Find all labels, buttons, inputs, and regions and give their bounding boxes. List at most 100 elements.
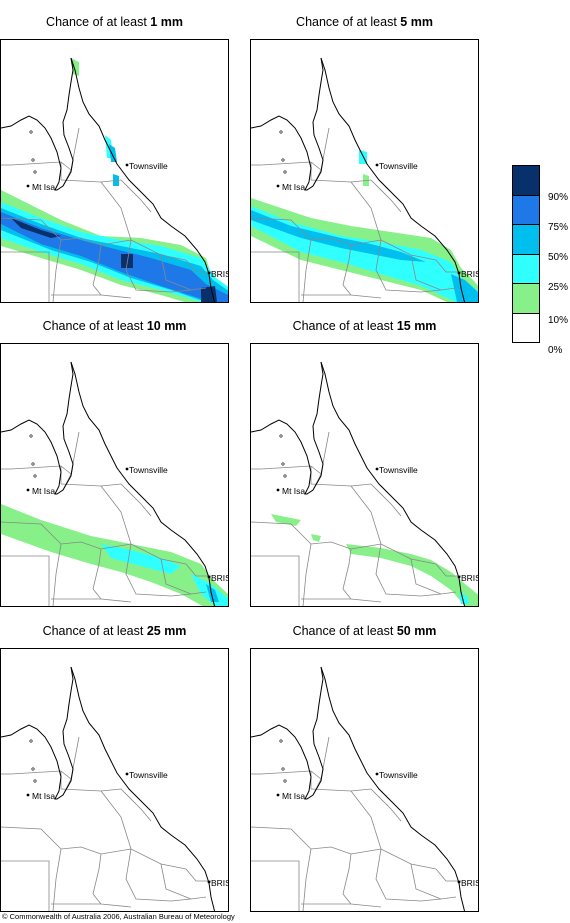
- island: [283, 170, 287, 174]
- mt_isa-marker: [26, 184, 30, 188]
- legend-swatch-50: [512, 224, 540, 255]
- probability-area: [101, 544, 181, 574]
- district-boundary: [302, 848, 312, 911]
- map-10mm: Townsville Mt Isa BRIS: [0, 343, 229, 607]
- district-boundary: [92, 588, 132, 603]
- probability-area: [109, 144, 117, 162]
- coastline: [1, 666, 74, 800]
- brisbane-label: BRIS: [211, 269, 229, 279]
- coastline: [320, 361, 466, 606]
- probability-area: [11, 218, 61, 238]
- panel-title: Chance of at least 50 mm: [292, 624, 437, 638]
- probability-area: [251, 210, 426, 262]
- district-boundary: [62, 431, 80, 491]
- island: [279, 434, 283, 438]
- district-boundary: [312, 127, 330, 187]
- district-boundary: [100, 790, 132, 850]
- district-boundary: [251, 860, 300, 911]
- panel-title: Chance of at least 5 mm: [296, 15, 433, 29]
- map-canvas: Townsville Mt Isa BRIS: [251, 666, 478, 911]
- district-boundary: [312, 736, 330, 796]
- townsville-marker: [125, 467, 129, 471]
- district-boundary: [350, 485, 382, 545]
- map-15mm: Townsville Mt Isa BRIS: [250, 343, 479, 607]
- district-boundary: [251, 521, 437, 565]
- map-50mm: Townsville Mt Isa BRIS: [250, 648, 479, 912]
- island: [33, 779, 37, 783]
- district-boundary: [302, 239, 312, 302]
- townsville-marker: [375, 772, 379, 776]
- district-boundary: [60, 179, 152, 213]
- mt_isa-label: Mt Isa: [282, 791, 305, 801]
- legend-swatch-75: [512, 194, 540, 225]
- probability-area: [451, 274, 478, 302]
- mt_isa-marker: [26, 793, 30, 797]
- district-boundary: [251, 251, 300, 302]
- island: [31, 158, 35, 162]
- probability-area: [311, 534, 321, 542]
- brisbane-label: BRIS: [461, 269, 479, 279]
- district-boundary: [1, 251, 50, 302]
- district-boundary: [310, 179, 402, 213]
- probability-area: [346, 544, 478, 606]
- townsville-marker: [375, 467, 379, 471]
- district-boundary: [10, 770, 72, 780]
- townsville-label: Townsville: [129, 161, 168, 171]
- coastline: [251, 57, 324, 191]
- district-boundary: [1, 521, 187, 565]
- district-boundary: [92, 853, 102, 895]
- townsville-marker: [375, 163, 379, 167]
- district-boundary: [375, 543, 457, 597]
- townsville-label: Townsville: [129, 465, 168, 475]
- district-boundary: [260, 161, 322, 171]
- copyright-footer: © Commonwealth of Australia 2006, Austra…: [2, 912, 235, 921]
- panel-title: Chance of at least 25 mm: [42, 624, 187, 638]
- district-boundary: [375, 848, 457, 902]
- district-boundary: [1, 860, 50, 911]
- district-boundary: [251, 826, 437, 870]
- island: [281, 462, 285, 466]
- coastline: [70, 666, 216, 911]
- district-boundary: [251, 217, 437, 261]
- district-boundary: [10, 465, 72, 475]
- coastline: [70, 361, 216, 606]
- district-boundary: [125, 239, 207, 293]
- legend-label-50: 50%: [548, 252, 569, 263]
- district-boundary: [62, 127, 80, 187]
- district-boundary: [342, 588, 382, 603]
- district-boundary: [92, 893, 132, 908]
- townsville-label: Townsville: [379, 770, 418, 780]
- district-boundary: [260, 465, 322, 475]
- townsville-label: Townsville: [379, 465, 418, 475]
- district-boundary: [312, 431, 330, 491]
- brisbane-marker: [457, 575, 461, 579]
- mt_isa-label: Mt Isa: [32, 486, 55, 496]
- brisbane-marker: [207, 880, 211, 884]
- district-boundary: [410, 863, 442, 900]
- legend-swatch-10: [512, 283, 540, 314]
- district-boundary: [251, 555, 300, 606]
- legend-swatch-25: [512, 253, 540, 284]
- map-canvas: Townsville Mt Isa BRIS: [251, 57, 479, 302]
- legend-swatch-90: [512, 165, 540, 196]
- district-boundary: [92, 284, 132, 299]
- brisbane-marker: [457, 271, 461, 275]
- district-boundary: [350, 181, 382, 241]
- district-boundary: [302, 543, 312, 606]
- district-boundary: [52, 848, 62, 911]
- district-boundary: [350, 790, 382, 850]
- mt_isa-label: Mt Isa: [282, 486, 305, 496]
- district-boundary: [62, 736, 80, 796]
- legend-label-25: 25%: [548, 282, 569, 293]
- probability-area: [271, 514, 301, 526]
- district-boundary: [100, 181, 132, 241]
- map-5mm: Townsville Mt Isa BRIS: [250, 39, 479, 303]
- district-boundary: [342, 893, 382, 908]
- townsville-label: Townsville: [129, 770, 168, 780]
- district-boundary: [160, 863, 192, 900]
- mt_isa-marker: [26, 488, 30, 492]
- island: [283, 474, 287, 478]
- island: [281, 767, 285, 771]
- mt_isa-marker: [276, 793, 280, 797]
- island: [31, 767, 35, 771]
